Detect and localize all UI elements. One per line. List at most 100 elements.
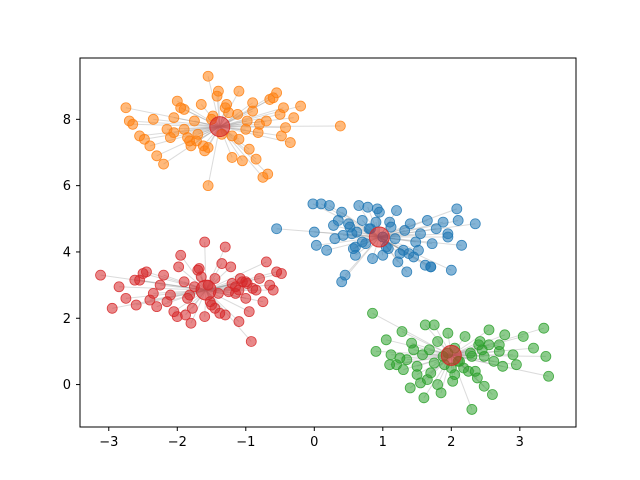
data-point — [216, 258, 228, 269]
data-point — [370, 346, 382, 357]
data-point — [219, 241, 231, 253]
x-tick-label: −1 — [236, 435, 255, 450]
data-point — [334, 120, 346, 132]
data-point — [466, 350, 478, 362]
data-point — [404, 382, 416, 394]
data-point — [403, 248, 415, 260]
cluster-center — [440, 344, 462, 366]
data-point — [528, 342, 539, 354]
x-tick-label: −3 — [99, 435, 118, 450]
data-point — [95, 269, 106, 281]
plot-frame — [79, 57, 577, 428]
data-point — [428, 357, 440, 369]
y-tick-label: 0 — [63, 378, 71, 393]
data-point — [510, 359, 522, 371]
data-point — [280, 122, 291, 134]
data-point — [428, 319, 440, 331]
data-point — [497, 360, 509, 372]
data-point — [463, 365, 474, 377]
data-point — [391, 205, 402, 216]
data-point — [158, 158, 169, 170]
data-point — [451, 203, 463, 215]
data-point — [226, 152, 238, 163]
x-axis: −3 −2 −1 0 1 2 3 — [99, 427, 524, 450]
data-point — [408, 344, 420, 356]
data-point — [161, 123, 173, 135]
data-point — [195, 99, 207, 110]
data-point — [488, 355, 500, 367]
data-point — [147, 113, 159, 125]
data-point — [240, 123, 252, 135]
data-point — [226, 130, 238, 142]
data-point — [310, 239, 322, 251]
data-point — [151, 301, 163, 313]
data-point — [144, 294, 156, 306]
data-point — [517, 331, 529, 342]
data-point — [233, 316, 245, 327]
cluster-center — [209, 116, 231, 138]
data-point — [127, 118, 139, 130]
data-point — [276, 268, 287, 279]
data-point — [367, 307, 378, 319]
data-point — [473, 339, 485, 351]
data-point — [449, 369, 461, 381]
data-point — [384, 359, 396, 371]
data-point — [182, 132, 193, 143]
data-point — [212, 85, 224, 97]
data-points — [95, 70, 554, 415]
data-point — [353, 200, 365, 211]
data-point — [350, 241, 361, 253]
data-point — [452, 215, 464, 226]
data-point — [199, 236, 211, 248]
data-point — [284, 137, 296, 148]
data-point — [178, 276, 190, 288]
data-point — [260, 115, 272, 127]
connection-line — [276, 228, 380, 238]
connection-line — [379, 221, 444, 238]
y-axis: 0 2 4 6 8 — [63, 113, 80, 393]
data-point — [426, 238, 438, 250]
data-point — [329, 233, 341, 245]
connection-line — [451, 347, 534, 356]
data-point — [185, 317, 197, 329]
data-point — [404, 218, 416, 230]
data-point — [401, 266, 413, 278]
data-point — [411, 369, 423, 381]
data-point — [384, 216, 396, 228]
data-point — [499, 329, 511, 341]
data-point — [397, 364, 409, 376]
data-point — [423, 344, 435, 356]
data-point — [432, 379, 444, 390]
connection-line — [100, 274, 207, 291]
data-point — [469, 218, 481, 230]
data-point — [260, 256, 272, 268]
cluster-center — [195, 279, 217, 301]
data-point — [396, 326, 408, 337]
data-point — [144, 140, 156, 152]
data-point — [380, 334, 392, 346]
data-point — [165, 289, 176, 301]
data-point — [137, 268, 149, 279]
connection-line — [219, 126, 286, 129]
data-point — [445, 264, 457, 276]
data-point — [442, 327, 454, 339]
data-point — [421, 374, 433, 385]
data-point — [106, 302, 118, 314]
data-point — [437, 216, 449, 228]
data-point — [471, 372, 483, 384]
data-point — [186, 302, 198, 314]
data-point — [392, 256, 404, 268]
data-point — [209, 273, 221, 284]
data-point — [425, 261, 437, 273]
y-tick-label: 6 — [63, 179, 71, 194]
data-point — [339, 269, 351, 281]
connection-line — [372, 312, 452, 356]
data-point — [232, 108, 243, 120]
data-point — [175, 249, 187, 261]
data-point — [362, 201, 374, 213]
connection-line — [316, 236, 380, 246]
data-point — [538, 322, 550, 334]
data-point — [456, 239, 467, 251]
data-point — [459, 331, 471, 342]
